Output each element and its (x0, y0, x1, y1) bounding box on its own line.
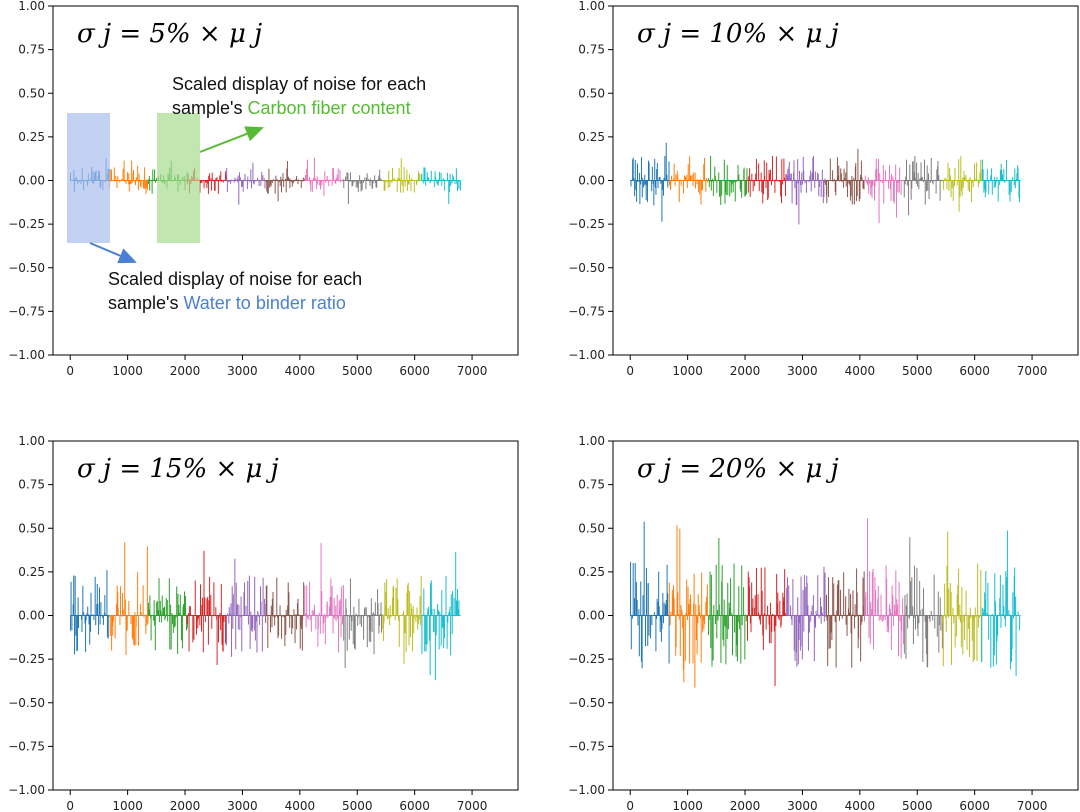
panel-2: −1.00 −0.75 −0.50 −0.25 0.00 0.25 0.50 0.75 1.00… (568, 0, 1079, 378)
panel-title: σ j = 15% × μ j (77, 454, 279, 484)
y-tick-label: 1.00 (578, 434, 605, 448)
x-tick-label: 6000 (959, 364, 990, 378)
x-tick-label: 0 (626, 799, 634, 812)
y-tick-label: −0.75 (568, 304, 605, 318)
carbon-annotation-line1: Scaled display of noise for each (172, 74, 426, 94)
x-tick-label: 4000 (845, 364, 876, 378)
water-annotation-arrow (89, 242, 137, 264)
y-tick-label: 1.00 (18, 0, 45, 13)
water-annotation-line1: Scaled display of noise for each (108, 269, 362, 289)
y-tick-label: 0.00 (18, 609, 45, 623)
noise-bars (70, 157, 461, 205)
x-tick-label: 3000 (227, 364, 258, 378)
y-tick-label: 0.75 (578, 478, 605, 492)
x-tick-label: 1000 (112, 799, 143, 812)
x-tick-label: 3000 (227, 799, 258, 812)
x-tick-label: 6000 (399, 364, 430, 378)
x-tick-label: 1000 (672, 364, 703, 378)
x-tick-label: 3000 (787, 799, 818, 812)
y-tick-label: −0.25 (8, 217, 45, 231)
x-tick-label: 2000 (170, 364, 201, 378)
x-tick-label: 5000 (902, 799, 933, 812)
y-tick-label: −1.00 (8, 348, 45, 362)
panel-title: σ j = 10% × μ j (637, 19, 839, 49)
y-tick-label: −1.00 (568, 348, 605, 362)
y-tick-label: −0.75 (568, 739, 605, 753)
x-tick-label: 5000 (342, 799, 373, 812)
x-tick-label: 1000 (672, 799, 703, 812)
y-tick-label: 0.50 (18, 521, 45, 535)
y-tick-label: −1.00 (8, 783, 45, 797)
x-tick-label: 7000 (457, 364, 488, 378)
carbon-annotation-prefix: sample's (172, 98, 247, 118)
x-tick-label: 3000 (787, 364, 818, 378)
water-annotation-line2: sample's Water to binder ratio (108, 293, 346, 313)
noise-bars (630, 142, 1021, 225)
panel-1: −1.00 −0.75 −0.50 −0.25 0.00 0.25 0.50 0.75 1.00… (8, 0, 519, 378)
carbon-annotation-highlight: Carbon fiber content (247, 98, 410, 118)
water-ratio-highlight-box (67, 113, 110, 243)
y-tick-label: −0.50 (568, 696, 605, 710)
panel-title: σ j = 5% × μ j (77, 19, 262, 49)
y-tick-label: 0.25 (18, 130, 45, 144)
y-tick-label: −0.50 (8, 696, 45, 710)
y-tick-label: 0.75 (18, 43, 45, 57)
x-tick-label: 4000 (845, 799, 876, 812)
y-tick-label: 1.00 (18, 434, 45, 448)
y-tick-label: −0.25 (568, 217, 605, 231)
water-annotation-prefix: sample's (108, 293, 183, 313)
x-tick-label: 6000 (399, 799, 430, 812)
x-tick-label: 2000 (730, 364, 761, 378)
carbon-annotation-line2: sample's Carbon fiber content (172, 98, 411, 118)
carbon-annotation-arrow (199, 126, 264, 153)
y-tick-label: −0.50 (8, 261, 45, 275)
y-tick-label: 0.00 (18, 174, 45, 188)
x-tick-label: 0 (66, 364, 74, 378)
x-tick-label: 2000 (170, 799, 201, 812)
x-tick-label: 0 (66, 799, 74, 812)
y-tick-label: 0.75 (578, 43, 605, 57)
x-tick-label: 5000 (902, 364, 933, 378)
y-tick-label: −0.25 (568, 652, 605, 666)
x-tick-label: 0 (626, 364, 634, 378)
noise-bars (630, 518, 1021, 688)
x-tick-label: 7000 (1017, 799, 1048, 812)
panel-4: −1.00 −0.75 −0.50 −0.25 0.00 0.25 0.50 0.75 1.00… (568, 434, 1079, 812)
y-tick-label: −0.75 (8, 739, 45, 753)
x-tick-label: 5000 (342, 364, 373, 378)
y-tick-label: −0.25 (8, 652, 45, 666)
x-tick-label: 6000 (959, 799, 990, 812)
x-tick-label: 2000 (730, 799, 761, 812)
y-tick-label: 0.00 (578, 609, 605, 623)
y-tick-label: 1.00 (578, 0, 605, 13)
panel-title: σ j = 20% × μ j (637, 454, 839, 484)
panel-3: −1.00 −0.75 −0.50 −0.25 0.00 0.25 0.50 0.75 1.00… (8, 434, 519, 812)
y-tick-label: 0.25 (578, 565, 605, 579)
x-tick-label: 4000 (285, 364, 316, 378)
y-tick-label: 0.50 (578, 86, 605, 100)
x-tick-label: 7000 (457, 799, 488, 812)
x-tick-label: 7000 (1017, 364, 1048, 378)
y-tick-label: −1.00 (568, 783, 605, 797)
y-tick-label: −0.75 (8, 304, 45, 318)
x-tick-label: 1000 (112, 364, 143, 378)
y-tick-label: 0.50 (578, 521, 605, 535)
y-tick-label: 0.75 (18, 478, 45, 492)
y-tick-label: −0.50 (568, 261, 605, 275)
y-tick-label: 0.50 (18, 86, 45, 100)
y-tick-label: 0.00 (578, 174, 605, 188)
carbon-fiber-highlight-box (157, 113, 200, 243)
noise-bars (70, 542, 461, 681)
y-tick-label: 0.25 (578, 130, 605, 144)
annotations: Scaled display of noise for each sample's… (67, 74, 426, 313)
y-tick-label: 0.25 (18, 565, 45, 579)
water-annotation-highlight: Water to binder ratio (183, 293, 345, 313)
x-tick-label: 4000 (285, 799, 316, 812)
